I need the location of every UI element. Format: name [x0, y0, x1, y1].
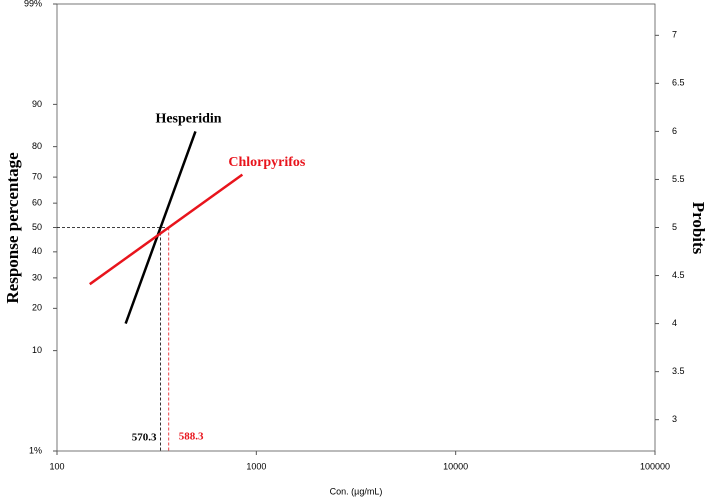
x-tick-label: 10000: [443, 461, 468, 471]
annotation: 588.3: [179, 431, 204, 443]
y2-tick-label: 3.5: [672, 366, 685, 376]
annotation: 570.3: [132, 432, 157, 444]
y2-tick-label: 6: [672, 126, 677, 136]
x-axis-title: Con. (µg/mL): [330, 486, 383, 496]
y-tick-label: 80: [32, 141, 42, 151]
y-tick-label: 90: [32, 99, 42, 109]
plot-frame: [56, 3, 656, 452]
y-tick-label: 1%: [29, 445, 42, 455]
series-label: Chlorpyrifos: [228, 155, 306, 170]
y-axis-title: Response percentage: [3, 152, 22, 304]
series-line: [124, 130, 197, 325]
y2-tick-label: 7: [672, 30, 677, 40]
y2-tick-label: 4: [672, 318, 677, 328]
series-line: [89, 173, 244, 286]
y2-tick-label: 5: [672, 222, 677, 232]
y-tick-label: 99%: [24, 0, 42, 8]
x-tick-label: 100: [49, 461, 64, 471]
y2-tick-label: 6.5: [672, 78, 685, 88]
y-tick-label: 50: [32, 222, 42, 232]
y-tick-label: 20: [32, 303, 42, 313]
y-tick-label: 30: [32, 272, 42, 282]
x-tick-label: 100000: [640, 461, 670, 471]
y2-axis-title: Probits: [689, 202, 706, 255]
y-tick-label: 70: [32, 171, 42, 181]
y-tick-label: 10: [32, 345, 42, 355]
x-tick-label: 1000: [246, 461, 266, 471]
y-tick-label: 40: [32, 246, 42, 256]
y2-tick-label: 3: [672, 414, 677, 424]
series-label: Hesperidin: [155, 112, 221, 127]
y-tick-label: 60: [32, 198, 42, 208]
y2-tick-label: 4.5: [672, 270, 685, 280]
y2-tick-label: 5.5: [672, 174, 685, 184]
